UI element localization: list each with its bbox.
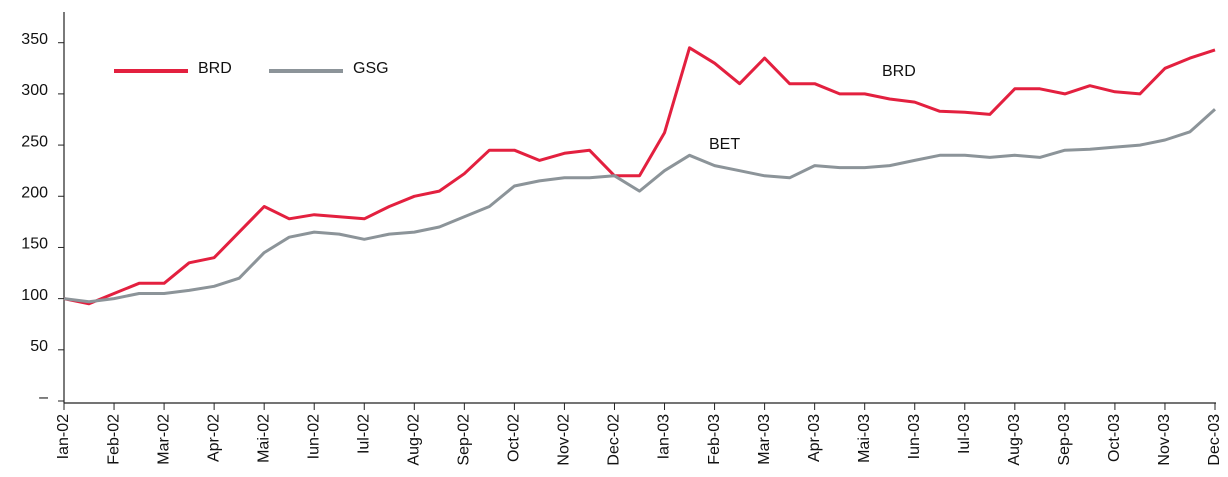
y-tick-label: 100 <box>21 287 48 304</box>
y-tick-label: 350 <box>21 31 48 48</box>
x-tick-label: Iun-03 <box>906 414 923 459</box>
x-tick-label: Oct-03 <box>1106 414 1123 462</box>
x-tick-label: Sep-03 <box>1056 414 1073 466</box>
x-tick-label: Mai-02 <box>255 414 272 463</box>
annotation: BRD <box>882 63 916 80</box>
y-tick-label: – <box>39 389 48 406</box>
x-tick-label: Iun-02 <box>305 414 322 459</box>
x-tick-label: Iul-03 <box>956 414 973 454</box>
x-tick-label: Nov-02 <box>556 414 573 466</box>
y-tick-label: 200 <box>21 184 48 201</box>
x-tick-label: Feb-03 <box>706 414 723 465</box>
x-tick-label: Feb-02 <box>105 414 122 465</box>
x-tick-label: Dec-02 <box>606 414 623 466</box>
x-tick-label: Iul-02 <box>355 414 372 454</box>
legend-label: GSG <box>353 60 389 77</box>
x-tick-label: Mar-02 <box>155 414 172 465</box>
y-tick-label: 300 <box>21 82 48 99</box>
x-tick-label: Apr-03 <box>806 414 823 462</box>
y-tick-label: 150 <box>21 236 48 253</box>
x-tick-label: Mai-03 <box>856 414 873 463</box>
x-tick-label: Sep-02 <box>456 414 473 466</box>
series-line <box>63 108 1217 304</box>
x-tick-label: Nov-03 <box>1156 414 1173 466</box>
x-tick-label: Aug-03 <box>1006 414 1023 466</box>
x-tick-label: Apr-02 <box>205 414 222 462</box>
x-tick-label: Mar-03 <box>756 414 773 465</box>
y-tick-label: 50 <box>30 338 48 355</box>
x-tick-label: Dec-03 <box>1206 414 1223 466</box>
y-tick-label: 250 <box>21 133 48 150</box>
legend-label: BRD <box>198 60 232 77</box>
x-tick-label: Oct-02 <box>506 414 523 462</box>
x-tick-label: Ian-03 <box>656 414 673 459</box>
x-tick-label: Ian-02 <box>55 414 72 459</box>
x-tick-label: Aug-02 <box>406 414 423 466</box>
annotation: BET <box>709 136 740 153</box>
series-line <box>63 46 1216 306</box>
